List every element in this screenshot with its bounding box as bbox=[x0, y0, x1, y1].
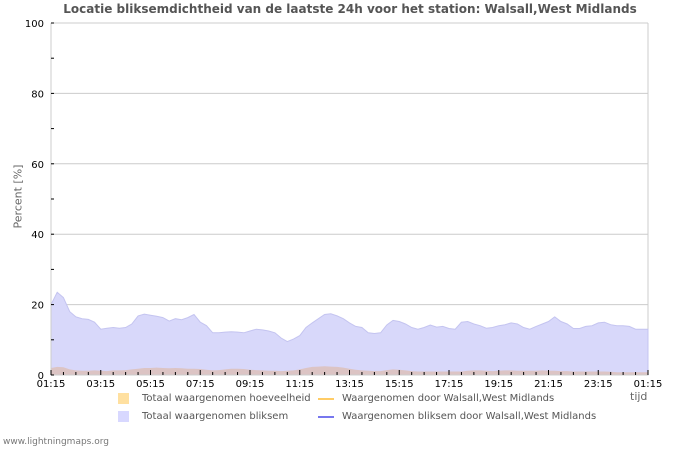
svg-text:05:15: 05:15 bbox=[136, 379, 165, 390]
grid-lines bbox=[51, 22, 649, 375]
legend-line-blue bbox=[318, 416, 334, 418]
svg-text:80: 80 bbox=[31, 89, 44, 100]
svg-text:07:15: 07:15 bbox=[186, 379, 215, 390]
legend-line-orange bbox=[318, 398, 334, 400]
chart-title: Locatie bliksemdichtheid van de laatste … bbox=[63, 2, 637, 16]
x-axis-label: tijd bbox=[630, 390, 648, 403]
svg-text:20: 20 bbox=[31, 301, 44, 312]
svg-text:0: 0 bbox=[38, 371, 44, 382]
legend: Totaal waargenomen hoeveelheid Waargenom… bbox=[118, 392, 598, 428]
axes: 0 20 40 60 80 100 01:15 03:15 05:15 07:15 09:15 11:… bbox=[25, 19, 663, 390]
svg-text:40: 40 bbox=[31, 230, 44, 241]
svg-text:01:15: 01:15 bbox=[634, 379, 663, 390]
svg-text:01:15: 01:15 bbox=[37, 379, 66, 390]
svg-text:21:15: 21:15 bbox=[534, 379, 563, 390]
svg-text:17:15: 17:15 bbox=[435, 379, 464, 390]
svg-text:15:15: 15:15 bbox=[385, 379, 414, 390]
svg-text:09:15: 09:15 bbox=[236, 379, 265, 390]
svg-text:03:15: 03:15 bbox=[86, 379, 115, 390]
footer-link[interactable]: www.lightningmaps.org bbox=[3, 437, 109, 447]
svg-text:13:15: 13:15 bbox=[335, 379, 364, 390]
legend-swatch-blue bbox=[118, 411, 129, 422]
svg-text:19:15: 19:15 bbox=[484, 379, 513, 390]
legend-label: Totaal waargenomen bliksem bbox=[142, 411, 289, 422]
legend-swatch-orange bbox=[118, 393, 129, 404]
svg-text:60: 60 bbox=[31, 160, 44, 171]
legend-label: Waargenomen bliksem door Walsall,West Mi… bbox=[342, 411, 597, 422]
svg-text:100: 100 bbox=[25, 19, 44, 30]
legend-label: Waargenomen door Walsall,West Midlands bbox=[342, 393, 555, 404]
legend-label: Totaal waargenomen hoeveelheid bbox=[142, 393, 311, 404]
svg-text:23:15: 23:15 bbox=[584, 379, 613, 390]
svg-text:11:15: 11:15 bbox=[285, 379, 314, 390]
